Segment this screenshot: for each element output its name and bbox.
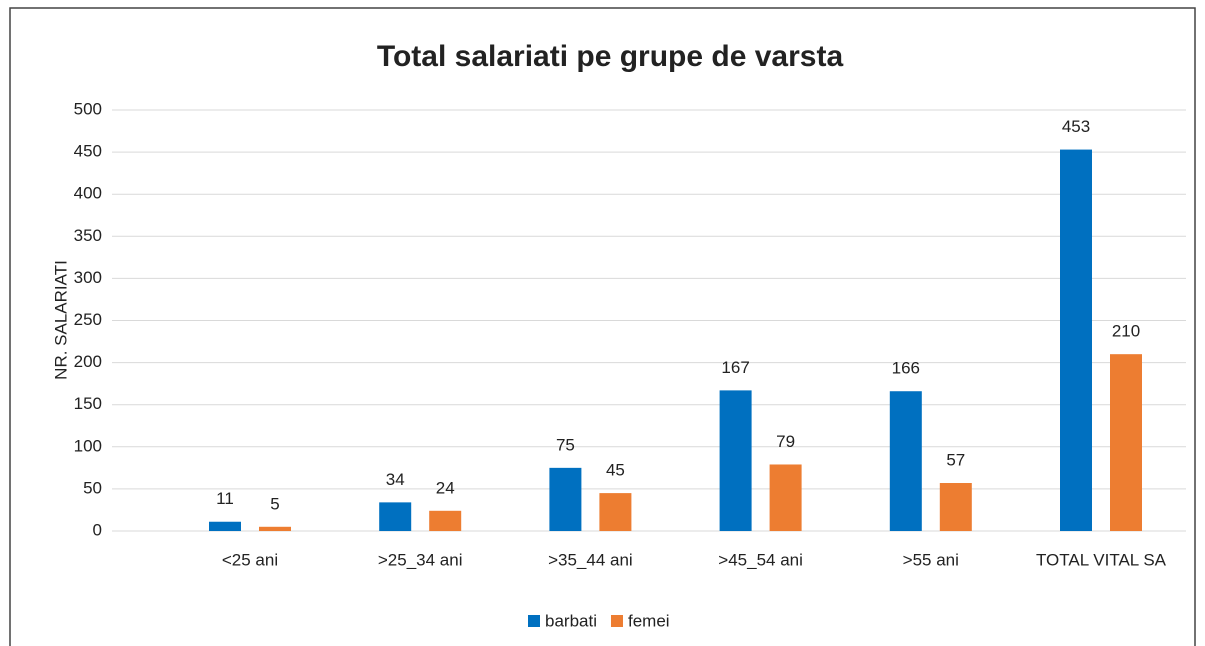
legend-label: femei	[628, 611, 670, 630]
legend-label: barbati	[545, 611, 597, 630]
legend-swatch	[528, 615, 540, 627]
bar	[889, 391, 922, 531]
y-axis-label: NR. SALARIATI	[51, 260, 70, 380]
y-tick-label: 450	[74, 142, 102, 161]
x-tick-label: <25 ani	[222, 550, 278, 569]
bar	[939, 483, 972, 531]
bar	[549, 467, 582, 531]
y-tick-label: 500	[74, 99, 102, 118]
x-tick-label: >55 ani	[903, 550, 959, 569]
y-tick-label: 50	[83, 478, 102, 497]
data-label: 24	[436, 478, 455, 497]
bar	[379, 502, 412, 531]
bar	[429, 510, 462, 531]
data-label: 210	[1112, 322, 1140, 341]
y-tick-label: 0	[93, 520, 102, 539]
y-tick-label: 100	[74, 436, 102, 455]
bar	[1060, 149, 1092, 531]
data-label: 5	[270, 494, 279, 513]
x-tick-label: >45_54 ani	[718, 550, 803, 569]
data-label: 45	[606, 461, 625, 480]
data-label: 453	[1062, 117, 1090, 136]
bar	[209, 521, 241, 531]
data-label: 75	[556, 435, 575, 454]
y-tick-label: 150	[74, 394, 102, 413]
y-tick-label: 200	[74, 352, 102, 371]
x-tick-label: >35_44 ani	[548, 550, 633, 569]
chart-border	[9, 7, 1196, 646]
bar	[769, 464, 802, 531]
bar	[719, 390, 752, 531]
legend-swatch	[610, 615, 623, 627]
data-label: 167	[721, 358, 749, 377]
data-label: 79	[776, 432, 795, 451]
bar	[259, 526, 291, 531]
data-label: 57	[946, 450, 965, 469]
bar	[1110, 354, 1142, 531]
x-tick-label: >25_34 ani	[378, 550, 463, 569]
y-tick-label: 250	[74, 310, 102, 329]
data-label: 166	[892, 359, 920, 378]
y-tick-label: 400	[74, 184, 102, 203]
chart-title: Total salariati pe grupe de varsta	[377, 40, 844, 73]
x-tick-label: TOTAL VITAL SA	[1036, 550, 1167, 569]
data-label: 34	[386, 470, 405, 489]
y-tick-label: 300	[74, 268, 102, 287]
bar	[599, 493, 632, 531]
y-tick-label: 350	[74, 226, 102, 245]
data-label: 11	[216, 489, 234, 508]
